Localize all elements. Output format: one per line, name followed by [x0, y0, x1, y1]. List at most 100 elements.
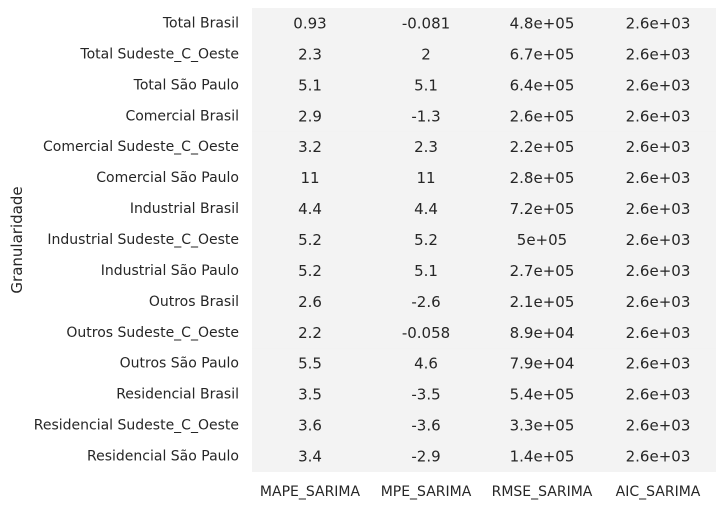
heatmap-cell [484, 8, 600, 39]
cell-value-label: 2.6e+03 [626, 417, 691, 435]
cell-value-label: 5.2 [414, 231, 438, 249]
cell-value-label: 4.8e+05 [510, 14, 575, 32]
heatmap-cell [252, 348, 368, 380]
heatmap-cell [600, 286, 716, 318]
heatmap-cell [252, 100, 368, 132]
cell-value-label: 2.6e+03 [626, 324, 691, 342]
row-tick-label: Residencial Sudeste_C_Oeste [34, 418, 239, 434]
row-labels: Total Brasil Total Sudeste_C_Oeste Total S… [34, 15, 239, 464]
heatmap-cell [600, 379, 716, 411]
row-tick-label: Residencial São Paulo [87, 449, 239, 465]
cell-value-label: 11 [300, 169, 319, 187]
cell-value-label: 3.6 [298, 417, 322, 435]
heatmap-cell [600, 410, 716, 442]
heatmap-cell [600, 8, 716, 39]
cell-value-label: 2.6e+03 [626, 448, 691, 466]
cell-value-label: 2.7e+05 [510, 262, 575, 280]
heatmap-cells: 0.93 -0.081 4.8e+05 2.6e+03 2.3 2 6.7e+05 2.6e+… [252, 8, 716, 472]
cell-value-label: 2.6e+03 [626, 262, 691, 280]
cell-value-label: -3.5 [411, 386, 440, 404]
cell-value-label: -3.6 [411, 417, 440, 435]
cell-value-label: 0.93 [293, 14, 326, 32]
cell-value-label: 2.6e+03 [626, 231, 691, 249]
cell-value-label: 2.3 [414, 138, 438, 156]
column-tick-label: AIC_SARIMA [616, 484, 701, 500]
cell-value-label: 6.7e+05 [510, 45, 575, 63]
heatmap-cell [252, 8, 368, 39]
cell-value-label: 8.9e+04 [510, 324, 575, 342]
heatmap-cell [484, 317, 600, 349]
cell-value-label: 5e+05 [517, 231, 567, 249]
heatmap-cell [484, 224, 600, 256]
heatmap-cell [484, 38, 600, 70]
heatmap-cell [484, 255, 600, 287]
heatmap-cell [252, 69, 368, 101]
heatmap-cell [600, 348, 716, 380]
heatmap-cell [600, 162, 716, 194]
heatmap-cell [484, 410, 600, 442]
cell-value-label: 5.1 [414, 262, 438, 280]
heatmap-cell [600, 69, 716, 101]
heatmap-cell [252, 224, 368, 256]
heatmap-cell [368, 8, 484, 39]
cell-value-label: 2.1e+05 [510, 293, 575, 311]
row-tick-label: Outros São Paulo [120, 356, 239, 372]
heatmap-cell [252, 193, 368, 225]
cell-value-label: 2.2e+05 [510, 138, 575, 156]
row-tick-label: Industrial São Paulo [101, 263, 239, 279]
cell-value-label: 2.6e+03 [626, 355, 691, 373]
cell-value-label: 2 [421, 45, 431, 63]
cell-value-label: 3.4 [298, 448, 322, 466]
cell-value-label: 2.6e+05 [510, 107, 575, 125]
heatmap-cell [484, 441, 600, 472]
cell-value-label: -2.9 [411, 448, 440, 466]
cell-value-label: 5.2 [298, 231, 322, 249]
cell-value-label: 2.6e+03 [626, 169, 691, 187]
heatmap-cell [368, 38, 484, 70]
cell-value-label: 6.4e+05 [510, 76, 575, 94]
cell-value-label: 2.6e+03 [626, 386, 691, 404]
cell-value-label: 3.2 [298, 138, 322, 156]
cell-value-label: 1.4e+05 [510, 448, 575, 466]
heatmap-cell [600, 224, 716, 256]
heatmap-cell [600, 255, 716, 287]
column-tick-label: RMSE_SARIMA [492, 484, 593, 500]
heatmap-cell [252, 441, 368, 472]
cell-value-label: -1.3 [411, 107, 440, 125]
heatmap-cell [600, 441, 716, 472]
cell-value-label: 2.6e+03 [626, 107, 691, 125]
heatmap-cell [368, 69, 484, 101]
cell-value-label: 4.6 [414, 355, 438, 373]
cell-value-label: 7.2e+05 [510, 200, 575, 218]
heatmap-cell [484, 131, 600, 163]
cell-value-label: 11 [416, 169, 435, 187]
heatmap-cell [368, 441, 484, 472]
heatmap-cell [484, 348, 600, 380]
cell-value-label: 2.3 [298, 45, 322, 63]
heatmap-cell [368, 286, 484, 318]
heatmap-cell [252, 131, 368, 163]
row-tick-label: Total Brasil [162, 15, 239, 31]
row-tick-label: Comercial Sudeste_C_Oeste [43, 139, 239, 155]
row-tick-label: Comercial Brasil [125, 108, 239, 124]
heatmap-cell [252, 379, 368, 411]
heatmap-cell [484, 193, 600, 225]
cell-value-label: -0.058 [402, 324, 450, 342]
heatmap-cell [368, 193, 484, 225]
cell-value-label: -2.6 [411, 293, 440, 311]
cell-value-label: 2.6e+03 [626, 76, 691, 94]
cell-value-label: 4.4 [414, 200, 438, 218]
heatmap-cell [368, 317, 484, 349]
row-tick-label: Outros Brasil [149, 294, 239, 310]
heatmap-cell [252, 255, 368, 287]
cell-value-label: 4.4 [298, 200, 322, 218]
heatmap-cell [368, 162, 484, 194]
cell-value-label: 3.5 [298, 386, 322, 404]
heatmap-cell [252, 162, 368, 194]
cell-value-label: 2.6e+03 [626, 14, 691, 32]
row-tick-label: Outros Sudeste_C_Oeste [66, 325, 239, 341]
cell-value-label: 2.8e+05 [510, 169, 575, 187]
cell-value-label: 2.9 [298, 107, 322, 125]
cell-value-label: 3.3e+05 [510, 417, 575, 435]
